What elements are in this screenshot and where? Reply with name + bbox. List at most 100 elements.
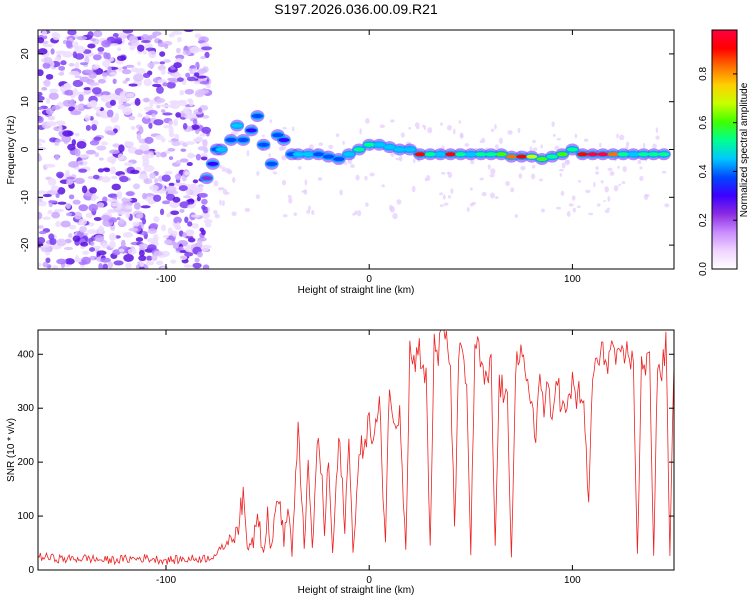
- colorbar-label: Normalized spectral amplitude: [739, 82, 750, 217]
- spectrogram-noise-cell: [43, 44, 54, 48]
- spectrogram-noise-cell: [57, 187, 66, 195]
- spectrogram-faint-cell: [621, 181, 626, 185]
- spectrogram-faint-cell: [609, 171, 615, 176]
- spectrogram-noise-cell: [160, 68, 166, 75]
- spectrogram-noise-cell: [196, 75, 207, 79]
- spectrogram-noise-cell: [105, 125, 113, 132]
- spectrogram-noise-cell: [83, 87, 92, 91]
- spectrogram-noise-cell: [96, 250, 107, 256]
- spectrogram-faint-cell: [342, 140, 345, 145]
- spectrogram-faint-cell: [644, 194, 650, 197]
- signal-core: [353, 147, 365, 152]
- spectrogram-noise-cell: [41, 86, 48, 91]
- spectrogram-noise-cell: [169, 100, 180, 104]
- spectrogram-faint-cell: [481, 137, 486, 143]
- spectrogram-faint-cell: [585, 189, 591, 194]
- spectrogram-faint-cell: [489, 192, 496, 199]
- spectrogram-noise-cell: [138, 173, 149, 180]
- spectrogram-noise-cell: [110, 166, 116, 175]
- signal-core: [231, 123, 243, 128]
- spectrogram-faint-cell: [529, 146, 533, 152]
- spectrogram-noise-cell: [182, 232, 188, 238]
- spectrogram-faint-cell: [423, 125, 427, 131]
- spectrogram-noise-cell: [68, 233, 73, 239]
- spectrogram-noise-cell: [60, 85, 66, 93]
- spectrogram-noise-cell: [72, 88, 79, 96]
- spectrogram-noise-cell: [72, 235, 81, 242]
- spectrogram-noise-cell: [38, 69, 44, 77]
- spectrogram-noise-cell: [143, 78, 152, 87]
- spectrogram-noise-cell: [153, 119, 164, 126]
- spectrogram-noise-cell: [117, 47, 122, 52]
- signal-core: [455, 152, 467, 157]
- spectrogram-faint-cell: [446, 125, 453, 131]
- spectrogram-faint-cell: [469, 187, 473, 191]
- spectrogram-faint-cell: [552, 133, 556, 137]
- snr-x-ticks: -100 0 100: [156, 330, 581, 586]
- spectrogram-noise-cell: [190, 185, 198, 192]
- spectrogram-noise-cell: [178, 185, 188, 192]
- spectrogram-noise-cell: [78, 154, 90, 158]
- spectrogram-faint-cell: [207, 206, 211, 213]
- spectrogram-x-tick-label: -100: [156, 274, 176, 285]
- spectrogram-noise-cell: [48, 92, 59, 100]
- spectrogram-noise-cell: [145, 47, 157, 51]
- spectrogram-noise-cell: [146, 244, 157, 251]
- spectrogram-faint-cell: [466, 206, 470, 212]
- spectrogram-noise-cell: [107, 261, 114, 269]
- spectrogram-faint-cell: [559, 173, 563, 177]
- spectrogram-noise-cell: [191, 223, 199, 229]
- spectrogram-noise-cell: [168, 156, 174, 161]
- spectrogram-noise-cell: [194, 257, 200, 263]
- spectrogram-noise-cell: [45, 108, 54, 115]
- spectrogram-noise-cell: [187, 204, 195, 209]
- spectrogram-faint-cell: [551, 121, 555, 128]
- spectrogram-noise-cell: [175, 247, 182, 252]
- spectrogram-noise-cell: [185, 141, 195, 145]
- spectrogram-faint-cell: [392, 213, 398, 220]
- spectrogram-noise-cell: [186, 230, 194, 237]
- spectrogram-noise-cell: [154, 177, 159, 184]
- colorbar-tick-label: 0.0: [698, 262, 709, 276]
- spectrogram-noise-cell: [156, 104, 161, 109]
- spectrogram-faint-cell: [481, 192, 487, 197]
- snr-y-tick-label: 300: [17, 403, 34, 414]
- signal-core: [516, 154, 528, 159]
- spectrogram-noise-cell: [184, 171, 190, 176]
- signal-core: [444, 152, 456, 157]
- signal-core: [292, 152, 304, 157]
- spectrogram-faint-cell: [304, 179, 308, 186]
- spectrogram-noise-cell: [140, 40, 151, 44]
- spectrogram-faint-cell: [583, 138, 589, 142]
- spectrogram-noise-cell: [43, 57, 53, 64]
- spectrogram-noise-cell: [138, 255, 147, 262]
- spectrogram-noise-cell: [153, 194, 162, 202]
- spectrogram-noise-cell: [170, 259, 177, 264]
- spectrogram-noise-cell: [125, 77, 130, 82]
- spectrogram-faint-cell: [626, 141, 630, 147]
- spectrogram-faint-cell: [439, 192, 444, 196]
- spectrogram-noise-cell: [161, 174, 171, 182]
- spectrogram-noise-cell: [89, 140, 100, 146]
- spectrogram-faint-cell: [539, 178, 544, 182]
- spectrogram-faint-cell: [607, 196, 611, 202]
- spectrogram-noise-cell: [42, 193, 52, 198]
- spectrogram-faint-cell: [365, 202, 369, 207]
- signal-core: [323, 154, 335, 159]
- spectrogram-noise-cell: [112, 143, 121, 148]
- spectrogram-noise-cell: [38, 37, 45, 44]
- spectrogram-noise-cell: [42, 62, 51, 69]
- spectrogram-faint-cell: [494, 144, 499, 150]
- spectrogram-noise-cell: [185, 245, 190, 252]
- spectrogram-faint-cell: [490, 168, 496, 175]
- spectrogram-noise-cell: [74, 61, 80, 70]
- spectrogram-noise-cell: [113, 260, 124, 266]
- spectrogram-noise-cell: [38, 142, 42, 147]
- spectrogram-faint-cell: [218, 164, 223, 169]
- spectrogram-noise-cell: [190, 46, 200, 54]
- spectrogram-noise-cell: [47, 178, 57, 186]
- spectrogram-noise-cell: [174, 173, 182, 181]
- spectrogram-noise-cell: [38, 138, 44, 143]
